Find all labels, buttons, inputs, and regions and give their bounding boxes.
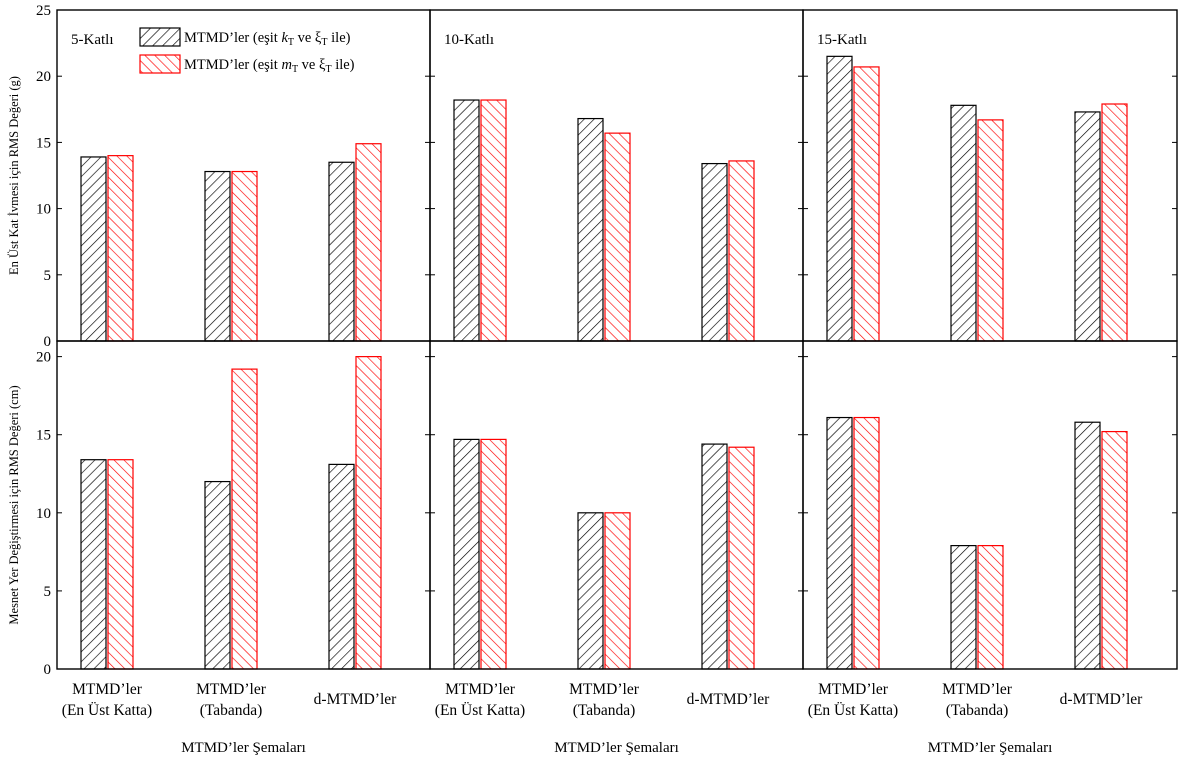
legend-label-series2: MTMD’ler (eşit mT ve ξT ile) xyxy=(184,57,355,75)
x-category-label-col3-group1-line1: MTMD’ler xyxy=(818,681,889,698)
x-category-label-col1-group2-line2: (Tabanda) xyxy=(200,702,263,719)
bar-row2-col3-group2-series1 xyxy=(950,545,977,670)
ytick-label-row2-20: 20 xyxy=(36,350,51,366)
bar-row1-col1-group1-series1 xyxy=(80,156,107,342)
bar-row1-col3-group3-series2 xyxy=(1101,103,1128,342)
bar-row1-col3-group1-series2 xyxy=(853,66,880,342)
bar-row2-col2-group1-series1 xyxy=(453,438,480,670)
bar-row2-col1-group3-series1 xyxy=(328,463,355,670)
x-category-label-col1-group1-line2: (En Üst Katta) xyxy=(62,702,152,719)
legend-swatch-series1 xyxy=(139,27,181,47)
bar-row1-col1-group2-series1 xyxy=(204,170,231,342)
y-axis-title-row2: Mesnet Yer Değiştirmesi için RMS Değeri … xyxy=(7,385,21,624)
panel-title-col1: 5-Katlı xyxy=(71,32,114,48)
y-axis-title-row1: En Üst Kat İvmesi için RMS Değeri (g) xyxy=(7,76,21,275)
x-category-label-col3-group2-line2: (Tabanda) xyxy=(946,702,1009,719)
legend-label-series1: MTMD’ler (eşit kT ve ξT ile) xyxy=(184,30,351,48)
ytick-label-row2-5: 5 xyxy=(44,584,52,600)
x-category-label-col2-group1-line2: (En Üst Katta) xyxy=(435,702,525,719)
x-category-label-col2-group2-line1: MTMD’ler xyxy=(569,681,640,698)
ytick-label-row1-0: 0 xyxy=(44,334,52,350)
bar-row2-col1-group2-series2 xyxy=(231,368,258,670)
bar-row2-col3-group1-series2 xyxy=(853,416,880,670)
ytick-label-row1-5: 5 xyxy=(44,268,52,284)
bar-row2-col3-group3-series1 xyxy=(1074,421,1101,670)
bar-row2-col3-group3-series2 xyxy=(1101,430,1128,670)
bar-row1-col2-group1-series2 xyxy=(480,99,507,342)
bar-row1-col2-group3-series1 xyxy=(701,162,728,342)
bar-row2-col1-group3-series2 xyxy=(355,356,382,670)
ytick-label-row1-10: 10 xyxy=(36,202,51,218)
x-category-label-col3-group2-line1: MTMD’ler xyxy=(942,681,1013,698)
x-category-label-col1-group2-line1: MTMD’ler xyxy=(196,681,267,698)
ytick-label-row2-0: 0 xyxy=(44,662,52,678)
x-category-label-col3-group1-line2: (En Üst Katta) xyxy=(808,702,898,719)
bar-row2-col1-group1-series2 xyxy=(107,459,134,670)
bar-row1-col2-group2-series2 xyxy=(604,132,631,342)
x-category-label-col1-group1-line1: MTMD’ler xyxy=(72,681,143,698)
x-category-label-col2-group1-line1: MTMD’ler xyxy=(445,681,516,698)
bar-row1-col2-group2-series1 xyxy=(577,117,604,342)
legend-swatch-series2 xyxy=(139,54,181,74)
bar-row2-col3-group1-series1 xyxy=(826,416,853,670)
bar-row2-col3-group2-series2 xyxy=(977,545,1004,670)
bar-row1-col3-group3-series1 xyxy=(1074,111,1101,342)
bar-row2-col2-group3-series1 xyxy=(701,443,728,670)
x-category-label-col1-group3-line1: d-MTMD’ler xyxy=(314,691,397,708)
bar-row2-col2-group3-series2 xyxy=(728,446,755,670)
ytick-label-row1-25: 25 xyxy=(36,3,51,19)
x-category-label-col2-group3-line1: d-MTMD’ler xyxy=(687,691,770,708)
bar-row1-col1-group3-series2 xyxy=(355,143,382,342)
bar-row1-col1-group1-series2 xyxy=(107,155,134,342)
ytick-label-row2-10: 10 xyxy=(36,506,51,522)
bar-row1-col1-group3-series1 xyxy=(328,161,355,342)
x-axis-title-col1: MTMD’ler Şemaları xyxy=(181,740,306,756)
bar-row1-col3-group1-series1 xyxy=(826,55,853,342)
bar-row1-col2-group3-series2 xyxy=(728,160,755,342)
panel-frame-row2-col3 xyxy=(802,340,1178,670)
bar-row2-col1-group1-series1 xyxy=(80,459,107,670)
plot-area: 5-Katlı 10-Katlı 15-Katlı 0 5 10 15 20 25 En Üst … xyxy=(7,3,1178,756)
ytick-label-row1-20: 20 xyxy=(36,69,51,85)
bar-row2-col2-group2-series1 xyxy=(577,512,604,670)
bar-row1-col3-group2-series1 xyxy=(950,104,977,342)
bar-row1-col2-group1-series1 xyxy=(453,99,480,342)
bar-row1-col3-group2-series2 xyxy=(977,119,1004,342)
ytick-label-row2-15: 15 xyxy=(36,428,51,444)
panel-title-col2: 10-Katlı xyxy=(444,32,494,48)
panel-title-col3: 15-Katlı xyxy=(817,32,867,48)
bar-row2-col2-group1-series2 xyxy=(480,438,507,670)
bar-row2-col1-group2-series1 xyxy=(204,480,231,670)
x-axis-title-col2: MTMD’ler Şemaları xyxy=(554,740,679,756)
x-category-label-col2-group2-line2: (Tabanda) xyxy=(573,702,636,719)
bar-row2-col2-group2-series2 xyxy=(604,512,631,670)
x-category-label-col3-group3-line1: d-MTMD’ler xyxy=(1060,691,1143,708)
ytick-label-row1-15: 15 xyxy=(36,135,51,151)
bar-row1-col1-group2-series2 xyxy=(231,170,258,342)
x-axis-title-col3: MTMD’ler Şemaları xyxy=(928,740,1053,756)
